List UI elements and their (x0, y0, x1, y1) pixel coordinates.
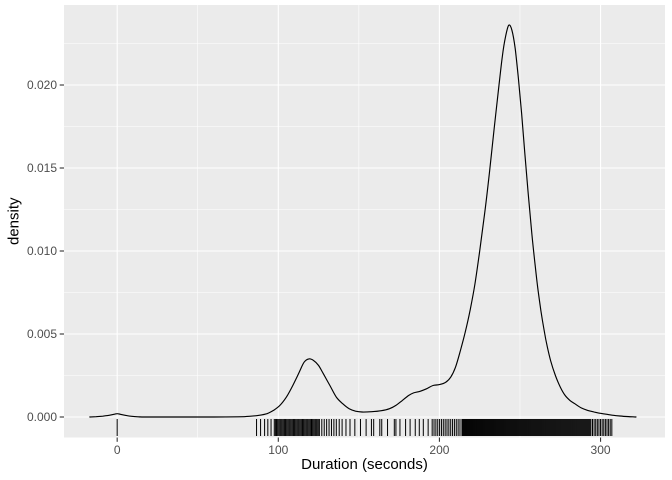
y-tick-label: 0.020 (26, 78, 57, 92)
y-tick-label: 0.010 (26, 244, 57, 258)
x-tick-label: 300 (590, 443, 611, 457)
x-tick-label: 0 (113, 443, 121, 457)
x-axis-title: Duration (seconds) (301, 456, 428, 473)
x-tick-label: 100 (268, 443, 289, 457)
y-axis-title: density (5, 197, 23, 245)
grid-minor (64, 5, 665, 438)
panel-background (64, 5, 665, 438)
rug-marks (116, 419, 613, 436)
x-axis-ticks (116, 437, 602, 442)
x-tick-label: 200 (429, 443, 450, 457)
grid-major (64, 5, 665, 438)
density-curve (89, 24, 637, 418)
y-axis-ticks (59, 84, 64, 418)
y-tick-label: 0.005 (26, 327, 57, 341)
y-tick-label: 0.000 (26, 409, 57, 424)
y-tick-label: 0.015 (26, 161, 57, 175)
